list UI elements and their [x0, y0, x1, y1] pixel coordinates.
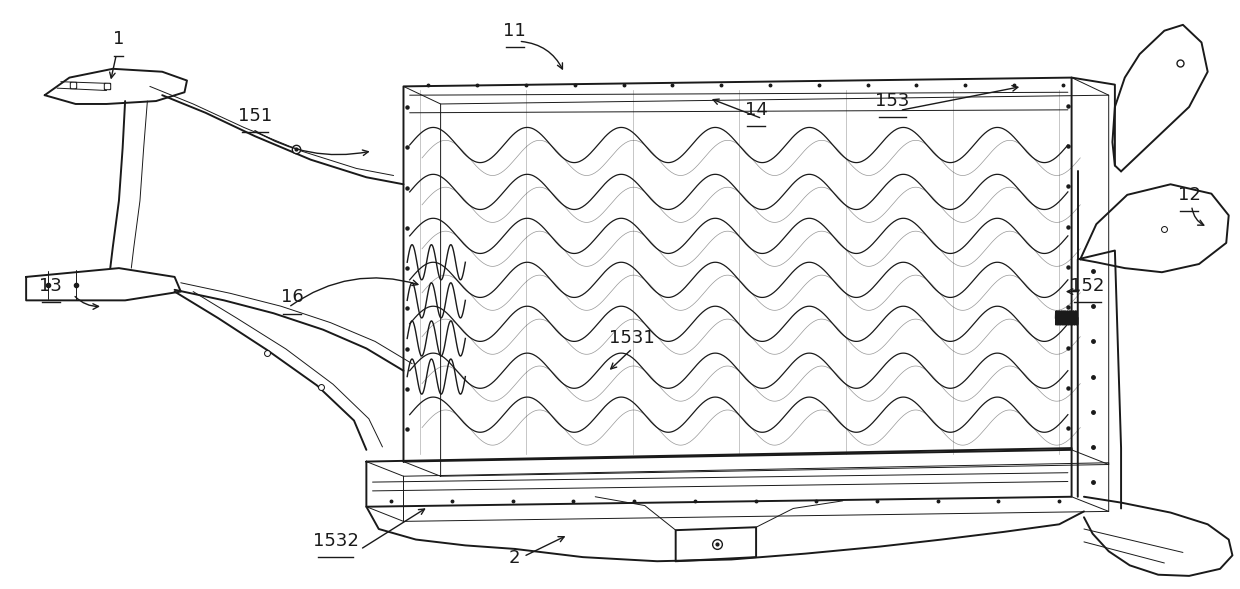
Text: 1531: 1531: [610, 329, 655, 348]
Text: 12: 12: [1178, 186, 1200, 204]
Text: 153: 153: [875, 92, 909, 110]
Text: 13: 13: [40, 277, 62, 294]
Text: 1532: 1532: [312, 532, 358, 550]
Text: 11: 11: [503, 22, 526, 39]
Text: 16: 16: [280, 289, 304, 306]
Text: 1: 1: [113, 31, 124, 48]
Text: 152: 152: [1070, 277, 1105, 294]
Text: 151: 151: [238, 107, 272, 125]
Text: 14: 14: [745, 101, 768, 119]
Text: 2: 2: [510, 550, 521, 567]
